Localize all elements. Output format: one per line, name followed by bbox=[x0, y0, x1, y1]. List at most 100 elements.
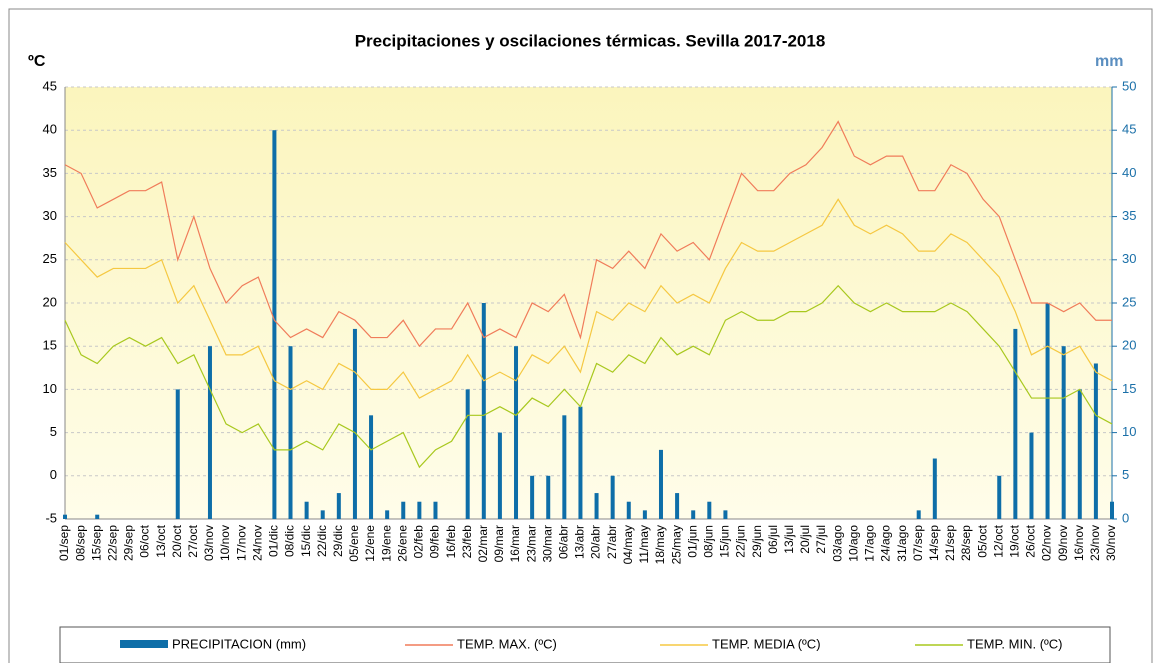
y-axis-label: ºC bbox=[28, 53, 46, 70]
x-tick-label: 06/oct bbox=[138, 524, 152, 557]
bar bbox=[642, 510, 647, 519]
x-tick-label: 17/nov bbox=[234, 525, 248, 561]
line bbox=[64, 198, 1113, 399]
y2-tick-label: 30 bbox=[1122, 251, 1136, 266]
y2-tick-label: 50 bbox=[1122, 78, 1136, 93]
y2-tick-label: 25 bbox=[1122, 294, 1136, 309]
x-tick-label: 05/oct bbox=[975, 524, 989, 557]
bar bbox=[916, 510, 921, 519]
x-tick-label: 15/sep bbox=[89, 525, 103, 561]
y2-tick-label: 45 bbox=[1122, 122, 1136, 137]
x-tick-label: 19/ene bbox=[379, 525, 393, 562]
y-tick-label: 25 bbox=[43, 251, 57, 266]
bar bbox=[465, 389, 470, 519]
bar bbox=[385, 510, 390, 519]
x-tick-label: 11/may bbox=[637, 525, 651, 563]
x-tick-label: 03/nov bbox=[202, 525, 216, 561]
bar bbox=[997, 475, 1002, 519]
x-tick-label: 17/ago bbox=[863, 525, 877, 562]
y2-tick-label: 15 bbox=[1122, 381, 1136, 396]
x-tick-label: 12/ene bbox=[363, 525, 377, 562]
x-tick-label: 08/sep bbox=[73, 525, 87, 561]
bar bbox=[369, 415, 374, 519]
line bbox=[64, 284, 1113, 469]
x-tick-label: 22/jun bbox=[734, 525, 748, 558]
bar bbox=[562, 415, 567, 519]
bar bbox=[272, 130, 277, 519]
y-tick-label: 10 bbox=[43, 381, 57, 396]
y-tick-label: 15 bbox=[43, 338, 57, 353]
chart-title: Precipitaciones y oscilaciones térmicas.… bbox=[355, 31, 826, 50]
bar bbox=[578, 406, 583, 519]
x-tick-label: 18/may bbox=[653, 525, 667, 564]
y2-tick-label: 5 bbox=[1122, 467, 1129, 482]
x-tick-label: 28/sep bbox=[959, 525, 973, 561]
bar bbox=[691, 510, 696, 519]
x-tick-label: 01/dic bbox=[267, 525, 281, 557]
x-tick-label: 19/oct bbox=[1008, 524, 1022, 557]
bar bbox=[546, 475, 551, 519]
legend-label: PRECIPITACION (mm) bbox=[172, 636, 306, 651]
bar bbox=[207, 346, 212, 519]
bar bbox=[723, 510, 728, 519]
bar bbox=[1077, 389, 1082, 519]
legend-swatch bbox=[120, 640, 168, 648]
x-tick-label: 04/may bbox=[621, 525, 635, 564]
x-tick-label: 10/nov bbox=[218, 525, 232, 561]
y-tick-label: -5 bbox=[45, 510, 57, 525]
x-tick-label: 31/ago bbox=[895, 525, 909, 562]
x-tick-label: 13/oct bbox=[154, 524, 168, 557]
bar bbox=[1045, 303, 1050, 519]
x-tick-label: 30/mar bbox=[540, 525, 554, 562]
bar bbox=[481, 303, 486, 519]
bar bbox=[658, 449, 663, 519]
x-tick-label: 03/ago bbox=[830, 525, 844, 562]
bar bbox=[95, 514, 100, 519]
x-tick-label: 13/abr bbox=[573, 525, 587, 559]
y-tick-label: 0 bbox=[50, 467, 57, 482]
x-tick-label: 16/mar bbox=[508, 525, 522, 562]
x-tick-label: 22/sep bbox=[105, 525, 119, 561]
x-tick-label: 23/mar bbox=[524, 525, 538, 562]
bar bbox=[1029, 432, 1034, 519]
x-tick-label: 20/oct bbox=[170, 524, 184, 557]
bar bbox=[1093, 363, 1098, 519]
bar bbox=[417, 501, 422, 519]
bar bbox=[1013, 328, 1018, 519]
x-tick-label: 29/sep bbox=[122, 525, 136, 561]
x-tick-label: 09/mar bbox=[492, 525, 506, 562]
bar bbox=[288, 346, 293, 519]
x-tick-label: 23/feb bbox=[460, 525, 474, 559]
x-tick-label: 23/nov bbox=[1088, 525, 1102, 561]
x-tick-label: 25/may bbox=[669, 525, 683, 564]
bar bbox=[932, 458, 937, 519]
x-tick-label: 16/feb bbox=[444, 525, 458, 559]
bar bbox=[610, 475, 615, 519]
x-tick-label: 20/jul bbox=[798, 525, 812, 554]
x-tick-label: 22/dic bbox=[315, 525, 329, 557]
x-tick-label: 08/dic bbox=[283, 525, 297, 557]
line bbox=[64, 120, 1112, 348]
y-tick-label: 5 bbox=[50, 424, 57, 439]
bar bbox=[352, 328, 357, 519]
x-tick-label: 24/nov bbox=[250, 525, 264, 561]
x-tick-label: 27/oct bbox=[186, 524, 200, 557]
x-tick-label: 02/mar bbox=[476, 525, 490, 562]
x-tick-label: 02/nov bbox=[1040, 525, 1054, 561]
x-tick-label: 07/sep bbox=[911, 525, 925, 561]
bar bbox=[530, 475, 535, 519]
x-tick-label: 30/nov bbox=[1104, 525, 1118, 561]
x-tick-label: 14/sep bbox=[927, 525, 941, 561]
y2-tick-label: 40 bbox=[1122, 165, 1136, 180]
x-tick-label: 27/abr bbox=[605, 525, 619, 559]
legend-label: TEMP. MIN. (ºC) bbox=[967, 636, 1063, 651]
legend-label: TEMP. MEDIA (ºC) bbox=[712, 636, 821, 651]
x-tick-label: 09/nov bbox=[1056, 525, 1070, 561]
y2-tick-label: 35 bbox=[1122, 208, 1136, 223]
bar bbox=[63, 514, 67, 519]
x-tick-label: 29/jun bbox=[750, 525, 764, 558]
y2-tick-label: 0 bbox=[1122, 510, 1129, 525]
x-tick-label: 29/dic bbox=[331, 525, 345, 557]
x-tick-label: 24/ago bbox=[879, 525, 893, 562]
x-tick-label: 01/sep bbox=[57, 525, 71, 561]
